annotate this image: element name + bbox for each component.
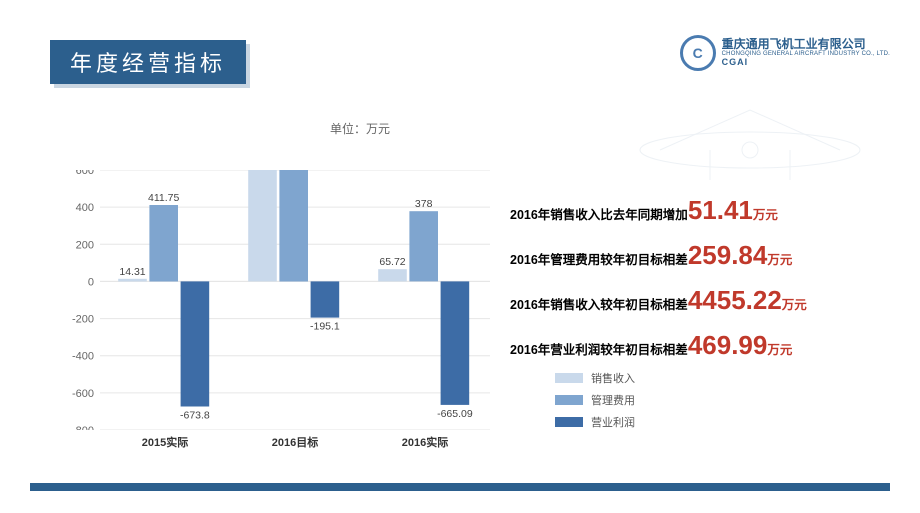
- company-logo: C 重庆通用飞机工业有限公司 CHONGQING GENERAL AIRCRAF…: [680, 35, 890, 71]
- svg-text:-195.1: -195.1: [310, 321, 340, 333]
- bullet-unit: 万元: [767, 339, 792, 358]
- bullet-lead: 2016年销售收入较年初目标相差: [510, 294, 688, 313]
- logo-mark-icon: C: [680, 35, 716, 71]
- svg-text:-600: -600: [72, 388, 94, 400]
- legend-swatch-icon: [555, 417, 583, 427]
- bullet-lead: 2016年营业利润较年初目标相差: [510, 339, 688, 358]
- chart-svg: 14.31411.75-673.84520.94637.84-195.165.7…: [100, 170, 490, 430]
- svg-text:600: 600: [76, 170, 94, 177]
- summary-bullet: 2016年管理费用较年初目标相差259.84万元: [510, 240, 870, 271]
- bullet-lead: 2016年销售收入比去年同期增加: [510, 204, 688, 223]
- svg-text:-400: -400: [72, 351, 94, 363]
- footer-bar: [30, 483, 890, 491]
- legend-item: 销售收入: [555, 370, 635, 386]
- logo-cn: 重庆通用飞机工业有限公司: [722, 38, 890, 51]
- plane-watermark-icon: [620, 80, 880, 200]
- svg-text:-200: -200: [72, 314, 94, 326]
- svg-text:14.31: 14.31: [119, 266, 145, 278]
- summary-bullet: 2016年销售收入较年初目标相差4455.22万元: [510, 285, 870, 316]
- bullet-number: 259.84: [688, 240, 768, 271]
- y-axis: -800 -600 -400 -200 0 200 400 600: [60, 170, 100, 430]
- legend-item: 管理费用: [555, 392, 635, 408]
- page-title: 年度经营指标: [50, 40, 246, 84]
- svg-text:-800: -800: [72, 425, 94, 430]
- legend-label: 营业利润: [591, 414, 635, 430]
- svg-text:-673.8: -673.8: [180, 410, 210, 422]
- summary-bullet: 2016年销售收入比去年同期增加51.41万元: [510, 195, 870, 226]
- legend-label: 管理费用: [591, 392, 635, 408]
- bullet-unit: 万元: [782, 294, 807, 313]
- svg-text:-665.09: -665.09: [437, 408, 473, 420]
- logo-sub: CGAI: [722, 58, 890, 68]
- bullet-number: 4455.22: [688, 285, 782, 316]
- svg-text:200: 200: [76, 239, 94, 251]
- bullet-unit: 万元: [767, 249, 792, 268]
- legend-label: 销售收入: [591, 370, 635, 386]
- svg-text:65.72: 65.72: [379, 256, 405, 268]
- svg-text:378: 378: [415, 198, 433, 210]
- legend-swatch-icon: [555, 373, 583, 383]
- chart-legend: 销售收入管理费用营业利润: [555, 370, 635, 430]
- svg-text:400: 400: [76, 202, 94, 214]
- summary-bullet: 2016年营业利润较年初目标相差469.99万元: [510, 330, 870, 361]
- bullet-lead: 2016年管理费用较年初目标相差: [510, 249, 688, 268]
- legend-swatch-icon: [555, 395, 583, 405]
- svg-text:411.75: 411.75: [148, 192, 179, 204]
- legend-item: 营业利润: [555, 414, 635, 430]
- summary-bullets: 2016年销售收入比去年同期增加51.41万元2016年管理费用较年初目标相差2…: [510, 195, 870, 361]
- unit-label: 单位：万元: [330, 120, 390, 137]
- svg-text:0: 0: [88, 276, 94, 288]
- bullet-unit: 万元: [753, 204, 778, 223]
- bullet-number: 51.41: [688, 195, 753, 226]
- x-category-label: 2015实际: [142, 434, 188, 450]
- x-category-label: 2016目标: [272, 434, 318, 450]
- x-category-label: 2016实际: [402, 434, 448, 450]
- bullet-number: 469.99: [688, 330, 768, 361]
- annual-kpi-chart: 14.31411.75-673.84520.94637.84-195.165.7…: [60, 170, 490, 450]
